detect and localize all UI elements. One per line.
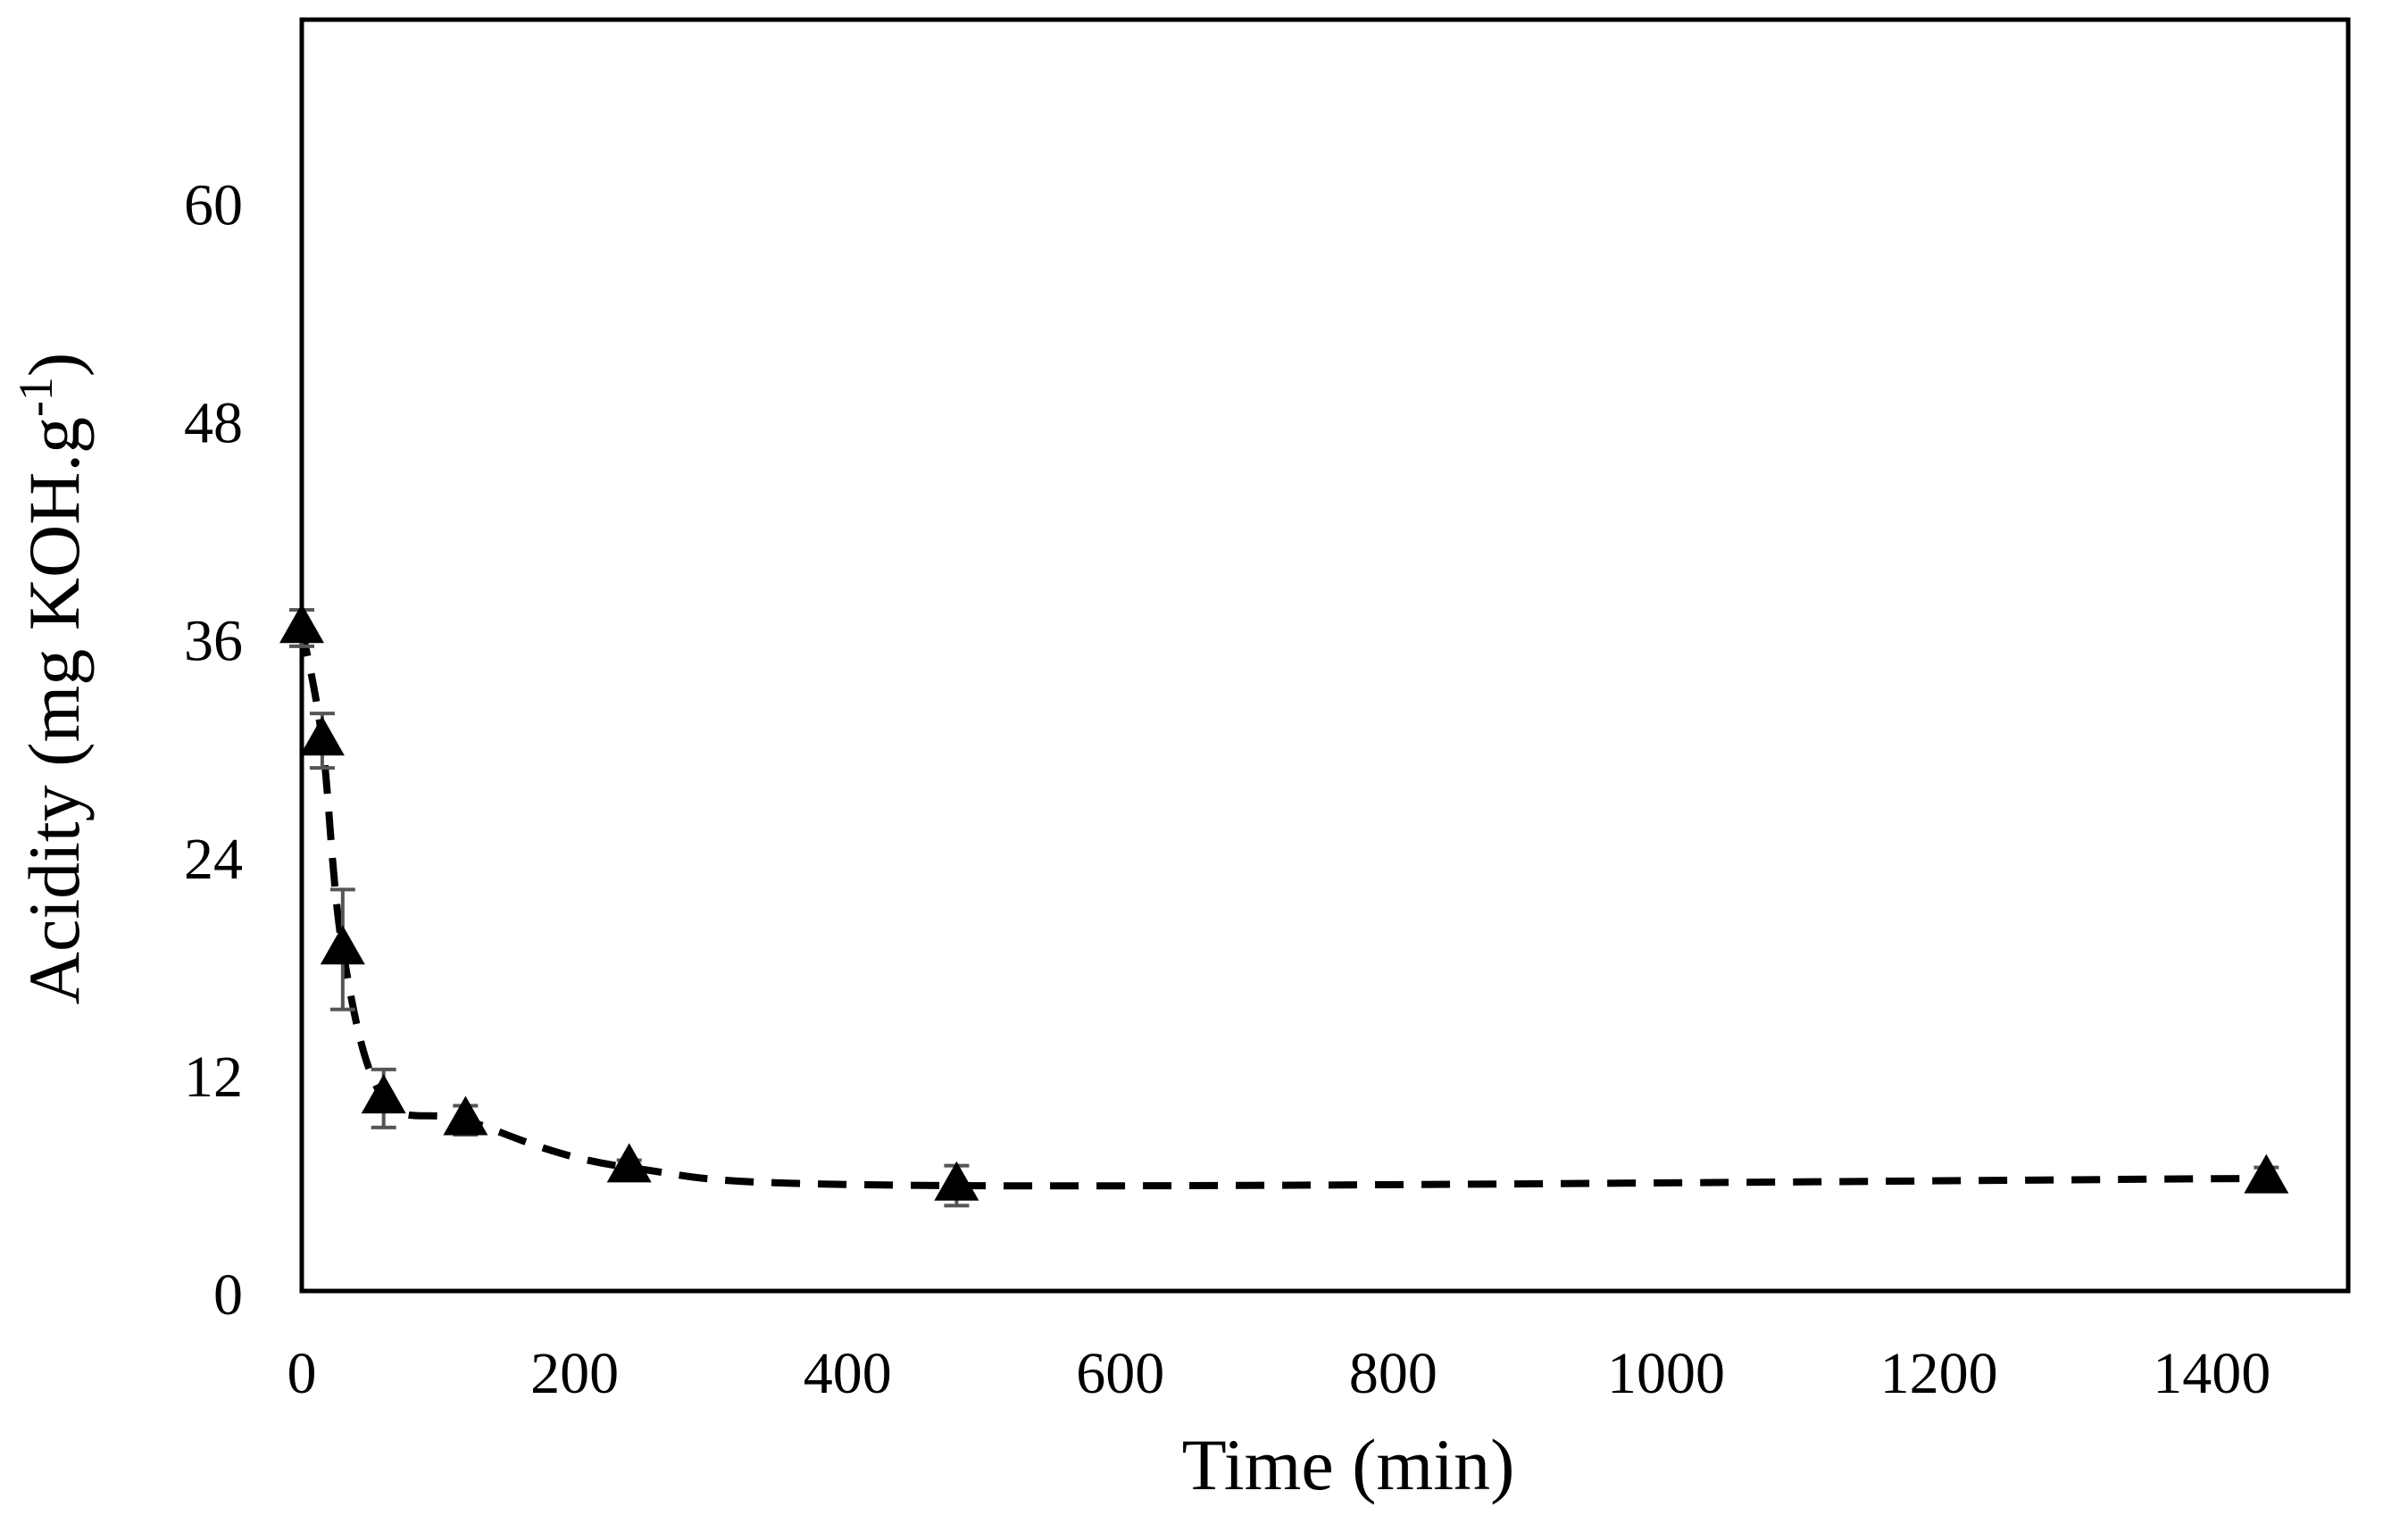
y-axis-label-close: )	[13, 353, 95, 377]
data-point-marker	[361, 1074, 406, 1114]
x-axis-label: Time (min)	[1182, 1424, 1515, 1505]
x-tick-label: 800	[1349, 1341, 1437, 1406]
y-tick-label: 36	[184, 609, 243, 674]
data-point-marker	[443, 1095, 488, 1136]
y-tick-label: 24	[184, 827, 243, 892]
x-tick-label: 0	[287, 1341, 317, 1406]
y-axis-label-main: Acidity (mg KOH.g	[13, 417, 95, 1004]
plot-frame	[299, 17, 2351, 1294]
trend-line	[298, 627, 2267, 1190]
data-point-marker	[279, 604, 324, 644]
x-tick-label: 1000	[1607, 1341, 1725, 1406]
y-axis-ticks: 0 12 24 36 48 60	[184, 172, 243, 1328]
x-tick-label: 200	[530, 1341, 619, 1406]
data-point-marker	[2244, 1153, 2289, 1194]
x-tick-label: 600	[1076, 1341, 1164, 1406]
x-tick-label: 1400	[2153, 1341, 2271, 1406]
data-point-marker	[320, 925, 365, 965]
y-tick-label: 60	[184, 172, 243, 237]
y-tick-label: 48	[184, 391, 243, 456]
data-point-marker	[934, 1161, 979, 1201]
y-tick-label: 0	[213, 1262, 243, 1328]
x-tick-label: 1200	[1880, 1341, 1998, 1406]
x-axis-ticks: 0 200 400 600 800 1000 1200 1400	[287, 1341, 2271, 1406]
y-tick-label: 12	[184, 1045, 243, 1110]
data-markers	[279, 604, 2289, 1201]
y-axis-label-superscript: -1	[9, 377, 62, 417]
data-point-marker	[299, 716, 345, 756]
data-point-marker	[606, 1143, 652, 1183]
y-axis-label: Acidity (mg KOH.g-1)	[9, 353, 95, 1005]
x-tick-label: 400	[804, 1341, 892, 1406]
